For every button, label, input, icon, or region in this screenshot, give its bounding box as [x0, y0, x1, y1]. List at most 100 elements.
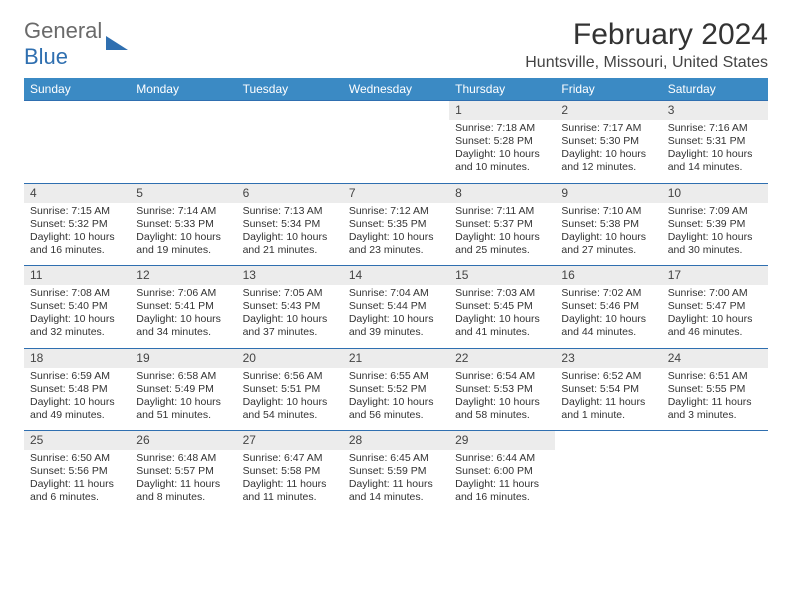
day-detail-cell: [24, 120, 130, 183]
day-number-cell: 26: [130, 431, 236, 451]
month-title: February 2024: [525, 18, 768, 52]
daylight-line: Daylight: 10 hours and 54 minutes.: [243, 396, 337, 422]
day-detail-cell: Sunrise: 6:52 AMSunset: 5:54 PMDaylight:…: [555, 368, 661, 431]
day-number-cell: 18: [24, 348, 130, 368]
day-detail-cell: Sunrise: 6:48 AMSunset: 5:57 PMDaylight:…: [130, 450, 236, 513]
calendar-body: 123Sunrise: 7:18 AMSunset: 5:28 PMDaylig…: [24, 101, 768, 513]
title-block: February 2024 Huntsville, Missouri, Unit…: [525, 18, 768, 72]
sunrise-line: Sunrise: 7:03 AM: [455, 287, 549, 300]
daylight-line: Daylight: 11 hours and 14 minutes.: [349, 478, 443, 504]
day-number-cell: 5: [130, 183, 236, 203]
daylight-line: Daylight: 10 hours and 30 minutes.: [668, 231, 762, 257]
day-number-cell: 21: [343, 348, 449, 368]
day-detail-cell: Sunrise: 7:09 AMSunset: 5:39 PMDaylight:…: [662, 203, 768, 266]
daynum-row: 123: [24, 101, 768, 121]
sunset-line: Sunset: 5:53 PM: [455, 383, 549, 396]
day-detail-cell: [130, 120, 236, 183]
dow-sat: Saturday: [662, 78, 768, 101]
day-number-cell: [24, 101, 130, 121]
day-number-cell: [130, 101, 236, 121]
sunset-line: Sunset: 5:56 PM: [30, 465, 124, 478]
detail-row: Sunrise: 7:15 AMSunset: 5:32 PMDaylight:…: [24, 203, 768, 266]
sunrise-line: Sunrise: 6:56 AM: [243, 370, 337, 383]
sunset-line: Sunset: 5:51 PM: [243, 383, 337, 396]
sunrise-line: Sunrise: 7:10 AM: [561, 205, 655, 218]
sunset-line: Sunset: 6:00 PM: [455, 465, 549, 478]
day-number-cell: 23: [555, 348, 661, 368]
sunrise-line: Sunrise: 7:18 AM: [455, 122, 549, 135]
sunrise-line: Sunrise: 6:52 AM: [561, 370, 655, 383]
day-detail-cell: Sunrise: 7:14 AMSunset: 5:33 PMDaylight:…: [130, 203, 236, 266]
sunrise-line: Sunrise: 7:12 AM: [349, 205, 443, 218]
sunset-line: Sunset: 5:57 PM: [136, 465, 230, 478]
daylight-line: Daylight: 10 hours and 49 minutes.: [30, 396, 124, 422]
sunrise-line: Sunrise: 6:48 AM: [136, 452, 230, 465]
sunset-line: Sunset: 5:45 PM: [455, 300, 549, 313]
day-detail-cell: Sunrise: 7:18 AMSunset: 5:28 PMDaylight:…: [449, 120, 555, 183]
sunset-line: Sunset: 5:28 PM: [455, 135, 549, 148]
daylight-line: Daylight: 10 hours and 51 minutes.: [136, 396, 230, 422]
day-number-cell: 1: [449, 101, 555, 121]
sunset-line: Sunset: 5:46 PM: [561, 300, 655, 313]
day-number-cell: 27: [237, 431, 343, 451]
logo-line2: Blue: [24, 44, 68, 69]
logo-triangle-icon: [104, 34, 132, 54]
day-detail-cell: [662, 450, 768, 513]
dow-header-row: Sunday Monday Tuesday Wednesday Thursday…: [24, 78, 768, 101]
day-number-cell: 28: [343, 431, 449, 451]
daylight-line: Daylight: 10 hours and 14 minutes.: [668, 148, 762, 174]
day-detail-cell: Sunrise: 7:02 AMSunset: 5:46 PMDaylight:…: [555, 285, 661, 348]
day-number-cell: 25: [24, 431, 130, 451]
sunset-line: Sunset: 5:44 PM: [349, 300, 443, 313]
daylight-line: Daylight: 10 hours and 58 minutes.: [455, 396, 549, 422]
daylight-line: Daylight: 11 hours and 16 minutes.: [455, 478, 549, 504]
sunset-line: Sunset: 5:39 PM: [668, 218, 762, 231]
daylight-line: Daylight: 11 hours and 8 minutes.: [136, 478, 230, 504]
daylight-line: Daylight: 11 hours and 6 minutes.: [30, 478, 124, 504]
detail-row: Sunrise: 6:50 AMSunset: 5:56 PMDaylight:…: [24, 450, 768, 513]
day-detail-cell: Sunrise: 7:00 AMSunset: 5:47 PMDaylight:…: [662, 285, 768, 348]
sunset-line: Sunset: 5:54 PM: [561, 383, 655, 396]
daynum-row: 45678910: [24, 183, 768, 203]
day-detail-cell: Sunrise: 6:56 AMSunset: 5:51 PMDaylight:…: [237, 368, 343, 431]
day-detail-cell: Sunrise: 7:13 AMSunset: 5:34 PMDaylight:…: [237, 203, 343, 266]
sunrise-line: Sunrise: 7:08 AM: [30, 287, 124, 300]
day-detail-cell: Sunrise: 6:55 AMSunset: 5:52 PMDaylight:…: [343, 368, 449, 431]
daylight-line: Daylight: 10 hours and 32 minutes.: [30, 313, 124, 339]
daylight-line: Daylight: 10 hours and 10 minutes.: [455, 148, 549, 174]
sunrise-line: Sunrise: 6:58 AM: [136, 370, 230, 383]
day-number-cell: 2: [555, 101, 661, 121]
sunset-line: Sunset: 5:43 PM: [243, 300, 337, 313]
sunrise-line: Sunrise: 7:00 AM: [668, 287, 762, 300]
daylight-line: Daylight: 10 hours and 27 minutes.: [561, 231, 655, 257]
dow-thu: Thursday: [449, 78, 555, 101]
daynum-row: 11121314151617: [24, 266, 768, 286]
logo: General Blue: [24, 18, 132, 70]
daylight-line: Daylight: 10 hours and 16 minutes.: [30, 231, 124, 257]
daylight-line: Daylight: 11 hours and 3 minutes.: [668, 396, 762, 422]
day-number-cell: 14: [343, 266, 449, 286]
daylight-line: Daylight: 10 hours and 23 minutes.: [349, 231, 443, 257]
day-number-cell: [237, 101, 343, 121]
detail-row: Sunrise: 7:18 AMSunset: 5:28 PMDaylight:…: [24, 120, 768, 183]
day-number-cell: 7: [343, 183, 449, 203]
day-detail-cell: Sunrise: 7:05 AMSunset: 5:43 PMDaylight:…: [237, 285, 343, 348]
sunset-line: Sunset: 5:32 PM: [30, 218, 124, 231]
day-number-cell: 29: [449, 431, 555, 451]
day-detail-cell: Sunrise: 7:15 AMSunset: 5:32 PMDaylight:…: [24, 203, 130, 266]
daylight-line: Daylight: 10 hours and 39 minutes.: [349, 313, 443, 339]
daylight-line: Daylight: 10 hours and 37 minutes.: [243, 313, 337, 339]
sunset-line: Sunset: 5:55 PM: [668, 383, 762, 396]
sunset-line: Sunset: 5:48 PM: [30, 383, 124, 396]
day-number-cell: 22: [449, 348, 555, 368]
day-number-cell: [343, 101, 449, 121]
sunrise-line: Sunrise: 6:50 AM: [30, 452, 124, 465]
sunset-line: Sunset: 5:33 PM: [136, 218, 230, 231]
day-detail-cell: [343, 120, 449, 183]
header: General Blue February 2024 Huntsville, M…: [24, 18, 768, 72]
daylight-line: Daylight: 10 hours and 19 minutes.: [136, 231, 230, 257]
day-detail-cell: Sunrise: 6:54 AMSunset: 5:53 PMDaylight:…: [449, 368, 555, 431]
day-detail-cell: Sunrise: 7:06 AMSunset: 5:41 PMDaylight:…: [130, 285, 236, 348]
sunset-line: Sunset: 5:40 PM: [30, 300, 124, 313]
day-number-cell: 11: [24, 266, 130, 286]
